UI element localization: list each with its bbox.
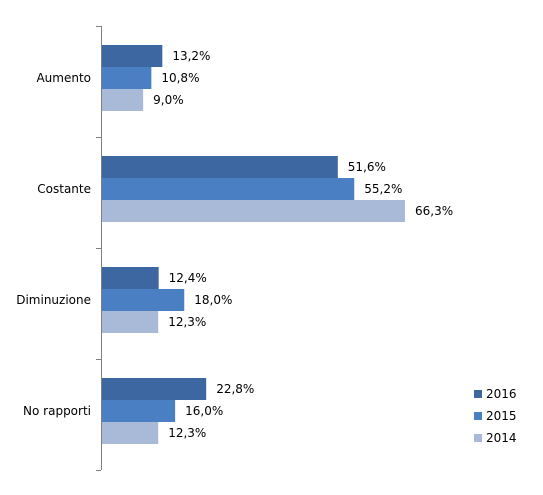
category-label: Aumento xyxy=(36,71,91,85)
data-label: 55,2% xyxy=(364,182,402,196)
legend-label-2014: 2014 xyxy=(486,431,517,445)
bar-2014 xyxy=(102,89,144,111)
bar-2014 xyxy=(102,311,159,333)
category-label: Diminuzione xyxy=(16,293,91,307)
legend-swatch-2014 xyxy=(474,434,482,442)
legend: 2016 2015 2014 xyxy=(474,387,517,445)
category-label: Costante xyxy=(37,182,91,196)
bar-2015 xyxy=(102,67,152,89)
data-label: 16,0% xyxy=(185,404,223,418)
data-label: 10,8% xyxy=(161,71,199,85)
bar-2015 xyxy=(102,289,185,311)
category-labels: Aumento Costante Diminuzione No rapporti xyxy=(16,71,91,418)
data-labels: 13,2% 10,8% 9,0% 51,6% 55,2% 66,3% 12,4% 18,0% 1… xyxy=(153,49,453,440)
bar-2016 xyxy=(102,267,159,289)
legend-swatch-2015 xyxy=(474,412,482,420)
bar-2016 xyxy=(102,378,207,400)
category-axis-ticks xyxy=(96,26,101,471)
data-label: 66,3% xyxy=(415,204,453,218)
bar-2016 xyxy=(102,45,163,67)
data-label: 12,4% xyxy=(169,271,207,285)
bar-2015 xyxy=(102,400,176,422)
legend-swatch-2016 xyxy=(474,390,482,398)
category-label: No rapporti xyxy=(23,404,91,418)
legend-label-2016: 2016 xyxy=(486,387,517,401)
data-label: 22,8% xyxy=(216,382,254,396)
bars xyxy=(102,45,405,444)
bar-2014 xyxy=(102,422,159,444)
data-label: 18,0% xyxy=(194,293,232,307)
data-label: 12,3% xyxy=(168,426,206,440)
data-label: 51,6% xyxy=(348,160,386,174)
data-label: 12,3% xyxy=(168,315,206,329)
bar-2014 xyxy=(102,200,405,222)
data-label: 9,0% xyxy=(153,93,184,107)
legend-label-2015: 2015 xyxy=(486,409,517,423)
bar-2015 xyxy=(102,178,355,200)
data-label: 13,2% xyxy=(172,49,210,63)
bar-2016 xyxy=(102,156,338,178)
